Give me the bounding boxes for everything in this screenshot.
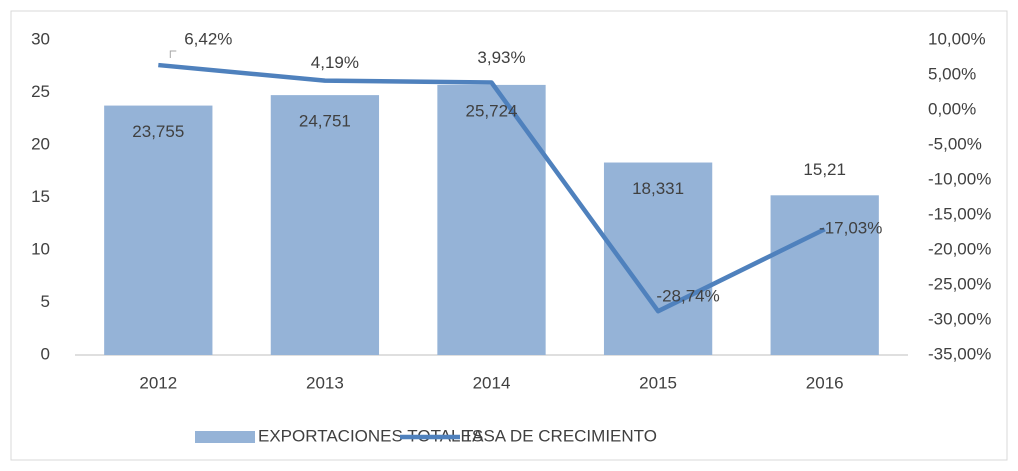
line-value-label: -17,03% <box>819 219 882 238</box>
bar-value-label: 23,755 <box>132 122 184 141</box>
bar-value-label: 24,751 <box>299 112 351 131</box>
line <box>158 62 826 314</box>
x-tick-label: 2015 <box>639 373 677 392</box>
bar <box>437 84 546 355</box>
y-tick-label: 30 <box>31 29 50 48</box>
y-tick-label: 20 <box>31 134 50 153</box>
bar-value-label: 18,331 <box>632 179 684 198</box>
legend-swatch <box>195 431 255 443</box>
y2-tick-label: 10,00% <box>928 29 986 48</box>
y-tick-label: 25 <box>31 82 50 101</box>
bar-value-label: 25,724 <box>466 101 518 120</box>
x-tick-label: 2012 <box>139 373 177 392</box>
y2-tick-label: -15,00% <box>928 204 991 223</box>
bar <box>770 195 879 355</box>
y-tick-label: 15 <box>31 187 50 206</box>
y-tick-label: 5 <box>41 292 50 311</box>
y-tick-label: 10 <box>31 239 50 258</box>
line-value-label: -28,74% <box>656 287 719 306</box>
legend-label: EXPORTACIONES TOTALES <box>258 426 483 445</box>
x-tick-label: 2013 <box>306 373 344 392</box>
y2-tick-label: -10,00% <box>928 169 991 188</box>
y2-tick-label: -35,00% <box>928 344 991 363</box>
y2-tick-label: -30,00% <box>928 309 991 328</box>
line-value-label: 3,93% <box>477 48 525 67</box>
y-tick-label: 0 <box>41 344 50 363</box>
y2-tick-label: 0,00% <box>928 99 976 118</box>
x-tick-label: 2014 <box>473 373 511 392</box>
line-value-label: 4,19% <box>311 53 359 72</box>
legend-label: TASA DE CRECIMIENTO <box>463 426 657 445</box>
y2-tick-label: -20,00% <box>928 239 991 258</box>
line-value-label: 6,42% <box>184 30 232 49</box>
leader-line <box>169 50 177 59</box>
bar <box>104 105 213 355</box>
bar <box>270 95 380 355</box>
y2-tick-label: -5,00% <box>928 134 982 153</box>
bar-value-label: 15,21 <box>803 160 846 179</box>
x-tick-label: 2016 <box>806 373 844 392</box>
y2-tick-label: 5,00% <box>928 64 976 83</box>
y2-tick-label: -25,00% <box>928 274 991 293</box>
